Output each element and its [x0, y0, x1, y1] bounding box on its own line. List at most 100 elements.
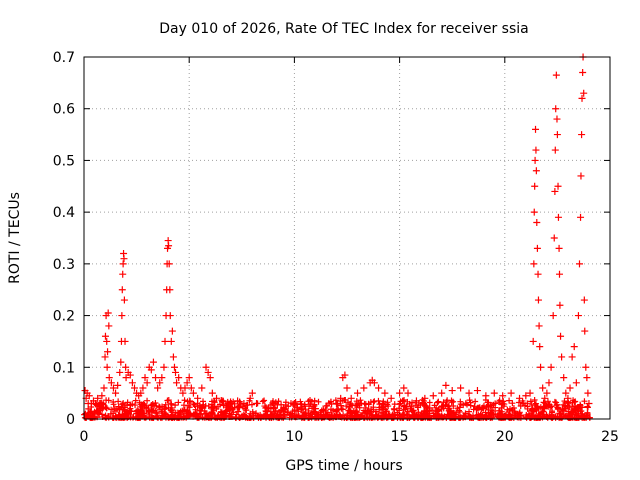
data-point: [306, 414, 313, 421]
data-point: [107, 379, 115, 387]
data-point: [422, 404, 429, 411]
data-point: [517, 403, 524, 410]
data-point: [172, 402, 179, 409]
data-point: [443, 414, 450, 421]
data-point: [115, 398, 122, 405]
data-point: [352, 414, 359, 421]
data-point: [467, 402, 474, 409]
data-point: [426, 410, 433, 417]
data-point: [553, 131, 561, 139]
data-point: [165, 404, 172, 411]
y-tick-label: 0.2: [53, 309, 75, 325]
data-point: [570, 397, 577, 404]
data-point: [437, 413, 444, 420]
data-point: [209, 401, 216, 408]
data-point: [168, 409, 175, 416]
data-point: [112, 389, 120, 397]
data-point: [429, 392, 437, 400]
data-point: [306, 403, 313, 410]
data-point: [209, 412, 216, 419]
data-point: [499, 392, 507, 400]
data-point: [139, 384, 147, 392]
data-point: [185, 374, 193, 382]
data-point: [539, 384, 547, 392]
data-point: [358, 413, 364, 420]
data-point: [533, 244, 541, 252]
data-point: [565, 414, 572, 421]
data-point: [328, 413, 335, 420]
data-point: [537, 404, 544, 411]
data-point: [116, 368, 124, 376]
data-point: [219, 411, 226, 418]
data-point: [558, 353, 566, 361]
data-point: [536, 343, 544, 351]
data-point: [132, 402, 139, 409]
data-point: [191, 401, 198, 408]
data-point: [272, 407, 279, 414]
data-point: [522, 392, 530, 400]
data-point: [297, 398, 304, 405]
data-point: [531, 396, 538, 403]
data-point: [543, 389, 551, 397]
data-point: [556, 301, 564, 309]
data-point: [101, 332, 109, 340]
data-point: [318, 414, 325, 421]
data-point: [419, 396, 426, 403]
data-point: [118, 414, 125, 421]
data-point: [295, 413, 302, 420]
axis-ticks: [83, 56, 611, 420]
data-point: [161, 410, 168, 417]
data-point: [241, 412, 248, 419]
data-point: [121, 406, 128, 413]
data-point: [223, 407, 230, 414]
x-tick-label: 25: [601, 429, 619, 445]
data-point: [532, 400, 539, 407]
data-point: [332, 408, 339, 415]
data-point: [414, 404, 421, 411]
data-point: [556, 410, 563, 417]
data-point: [226, 406, 233, 413]
data-point: [190, 401, 197, 408]
data-point: [132, 408, 139, 415]
data-point: [104, 348, 112, 356]
data-point: [489, 414, 496, 421]
data-point: [254, 400, 261, 407]
data-point: [578, 94, 586, 102]
data-point: [449, 414, 456, 421]
data-point: [101, 353, 109, 361]
data-point: [387, 394, 395, 402]
data-point: [529, 337, 537, 345]
data-point: [227, 398, 234, 405]
data-point: [246, 397, 253, 404]
y-tick-label: 0: [66, 412, 75, 428]
data-point: [545, 379, 553, 387]
data-point: [169, 353, 177, 361]
data-point: [543, 403, 550, 410]
data-point: [380, 414, 387, 421]
data-point: [100, 401, 107, 408]
data-point: [535, 322, 543, 330]
data-point: [584, 389, 592, 397]
data-point: [360, 384, 368, 392]
data-point: [85, 392, 93, 400]
data-point: [409, 399, 416, 406]
data-point: [438, 404, 445, 411]
data-point: [202, 363, 210, 371]
data-point: [506, 397, 513, 404]
data-point: [409, 408, 416, 415]
data-point: [181, 384, 189, 392]
data-point: [383, 408, 390, 415]
data-point: [137, 389, 145, 397]
data-point: [344, 411, 351, 418]
data-point: [448, 397, 455, 404]
data-point: [492, 400, 499, 407]
data-point: [341, 371, 349, 379]
data-point: [510, 404, 517, 411]
data-point: [400, 384, 408, 392]
data-point: [120, 296, 128, 304]
data-point: [265, 405, 272, 412]
data-point: [534, 296, 542, 304]
data-point: [165, 260, 173, 268]
data-point: [323, 411, 330, 418]
